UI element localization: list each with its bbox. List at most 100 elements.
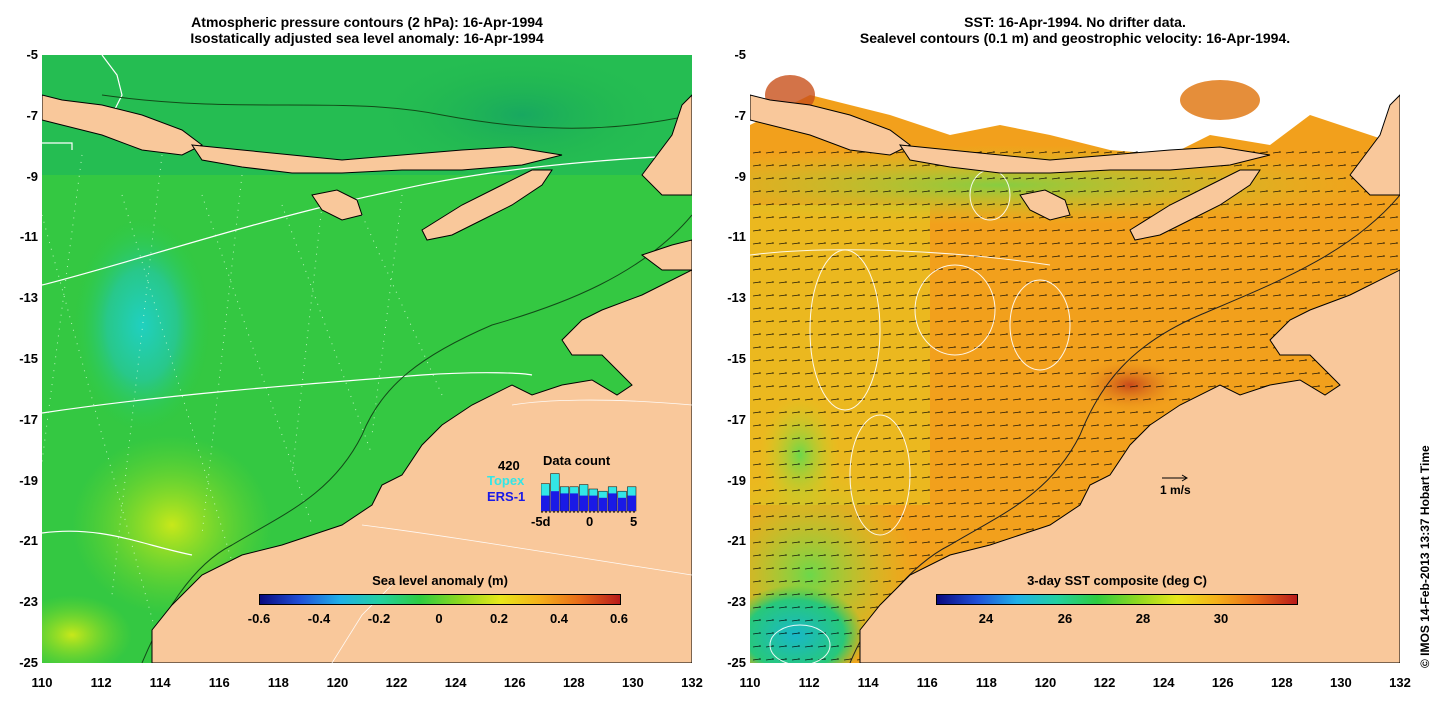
y-tick-label: -21	[727, 533, 746, 549]
left-cbar-tick: 0.6	[609, 611, 629, 626]
low-anomaly-region	[72, 215, 212, 435]
sst-map-svg	[750, 55, 1400, 663]
left-cbar-tick: -0.6	[247, 611, 271, 626]
y-tick-label: -23	[19, 594, 38, 610]
right-cbar-tick: 30	[1213, 611, 1229, 626]
ers-bar	[617, 497, 627, 511]
ers-bar	[569, 493, 579, 511]
inset-xtick-1: 0	[586, 514, 594, 529]
right-colorbar	[936, 594, 1298, 605]
ers-bar	[608, 493, 617, 511]
y-tick-label: -13	[19, 290, 38, 306]
y-tick-label: -9	[26, 168, 38, 184]
x-tick-label: 118	[975, 675, 997, 690]
sst-shelf-contour	[849, 194, 1400, 663]
right-cbar-tick: 28	[1135, 611, 1151, 626]
y-tick-label: -7	[734, 107, 746, 123]
right-title: SST: 16-Apr-1994. No drifter data. Seale…	[750, 14, 1400, 46]
y-tick-label: -23	[727, 594, 746, 610]
y-tick-label: -19	[727, 472, 746, 488]
y-tick-label: -21	[19, 533, 38, 549]
x-tick-label: 116	[208, 675, 230, 690]
right-colorbar-title: 3-day SST composite (deg C)	[1027, 573, 1207, 588]
ers-bar	[627, 495, 636, 511]
eastern-islands	[641, 94, 692, 196]
y-tick-label: -11	[19, 229, 38, 245]
x-tick-label: 124	[1152, 675, 1175, 690]
inset-count: 420	[498, 458, 520, 473]
sst-sumba-island	[1019, 189, 1071, 221]
left-colorbar	[259, 594, 621, 605]
timor-island	[421, 169, 553, 241]
x-tick-label: 110	[739, 675, 761, 690]
ers-bar	[579, 495, 588, 511]
x-tick-label: 120	[1034, 675, 1057, 690]
x-tick-label: 114	[149, 675, 171, 690]
left-title-line1: Atmospheric pressure contours (2 hPa): 1…	[191, 14, 543, 30]
x-tick-label: 130	[1330, 675, 1352, 690]
sea-level-map-svg	[42, 55, 692, 663]
shelf-contour-south	[141, 214, 692, 663]
y-tick-label: -15	[19, 351, 38, 366]
left-title-line2: Isostatically adjusted sea level anomaly…	[190, 30, 544, 46]
lesser-sunda-islands	[190, 144, 563, 174]
y-tick-label: -15	[727, 351, 746, 366]
java-island	[42, 94, 203, 156]
x-tick-label: 128	[1270, 675, 1293, 690]
y-tick-label: -5	[734, 47, 746, 62]
left-cbar-tick: 0.2	[489, 611, 509, 626]
x-tick-label: 112	[798, 675, 820, 690]
velocity-scale-label: 1 m/s	[1160, 483, 1191, 497]
y-tick-label: -17	[19, 411, 38, 427]
left-title: Atmospheric pressure contours (2 hPa): 1…	[42, 14, 692, 46]
x-tick-label: 116	[916, 675, 938, 690]
high-anomaly-sw	[42, 595, 132, 663]
y-tick-label: -9	[734, 168, 746, 184]
sst-land-masses	[750, 94, 1400, 663]
data-count-histogram	[541, 473, 637, 513]
right-cbar-tick: 26	[1057, 611, 1073, 626]
australia-landmass	[151, 269, 692, 663]
inset-title: Data count	[543, 453, 611, 468]
x-tick-label: 110	[31, 675, 53, 690]
ers-bar	[550, 491, 560, 511]
x-tick-label: 132	[1389, 675, 1411, 690]
x-tick-label: 130	[622, 675, 644, 690]
inset-ers-label: ERS-1	[487, 489, 526, 504]
y-tick-label: -13	[727, 290, 746, 306]
aru-coast	[640, 239, 692, 271]
y-tick-label: -17	[727, 411, 746, 427]
right-cbar-tick: 24	[978, 611, 994, 626]
left-colorbar-title: Sea level anomaly (m)	[372, 573, 508, 588]
y-tick-label: -11	[727, 229, 746, 245]
x-tick-label: 122	[1093, 675, 1116, 690]
sst-australia-landmass	[859, 269, 1400, 663]
ers-bar	[589, 495, 598, 511]
x-tick-label: 120	[326, 675, 349, 690]
right-title-line1: SST: 16-Apr-1994. No drifter data.	[964, 14, 1186, 30]
right-title-line2: Sealevel contours (0.1 m) and geostrophi…	[859, 30, 1291, 46]
land-masses	[42, 94, 692, 663]
sea-level-anomaly-map	[42, 55, 692, 663]
x-tick-label: 126	[1211, 675, 1234, 690]
y-tick-label: -25	[727, 655, 746, 670]
sumba-island	[311, 189, 363, 221]
warm-patch-north	[1180, 80, 1260, 120]
left-cbar-tick: 0	[435, 611, 443, 626]
x-tick-label: 112	[90, 675, 112, 690]
x-tick-label: 128	[562, 675, 585, 690]
satellite-tracks	[42, 154, 443, 656]
sst-map	[750, 55, 1400, 663]
y-tick-label: -7	[26, 107, 38, 123]
left-cbar-tick: -0.2	[367, 611, 391, 626]
left-cbar-tick: 0.4	[549, 611, 569, 626]
scale-arrow-head	[1181, 474, 1188, 482]
y-tick-label: -25	[19, 655, 38, 670]
y-tick-label: -5	[26, 47, 38, 62]
sst-lesser-sunda-islands	[898, 144, 1271, 174]
shelf-contour-north	[101, 94, 692, 129]
x-tick-label: 126	[503, 675, 526, 690]
sst-timor-island	[1129, 169, 1261, 241]
left-cbar-tick: -0.4	[307, 611, 331, 626]
x-tick-label: 114	[857, 675, 879, 690]
